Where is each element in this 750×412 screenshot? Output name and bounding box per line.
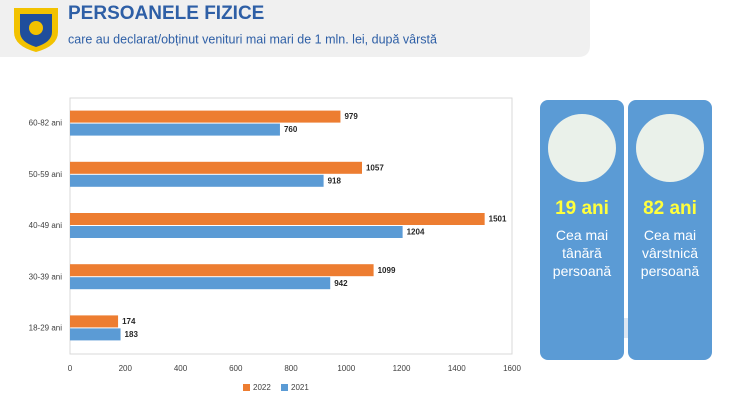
panel-value: 19 ani <box>555 198 609 219</box>
value-label: 1099 <box>378 266 396 275</box>
x-tick-label: 800 <box>284 364 298 373</box>
title: PERSOANELE FIZICE <box>68 3 264 24</box>
x-tick-label: 1400 <box>448 364 466 373</box>
bar <box>70 328 121 341</box>
y-tick-label: 18-29 ani <box>29 324 63 333</box>
panel-value: 82 ani <box>643 198 697 219</box>
logo <box>14 8 58 52</box>
value-label: 183 <box>125 330 139 339</box>
bar <box>70 264 374 277</box>
value-label: 979 <box>344 112 358 121</box>
bar <box>70 315 119 328</box>
value-label: 174 <box>122 317 136 326</box>
x-tick-label: 200 <box>119 364 133 373</box>
y-tick-label: 60-82 ani <box>29 119 63 128</box>
y-tick-label: 30-39 ani <box>29 272 63 281</box>
legend-swatch <box>281 384 288 391</box>
panel-image <box>636 114 704 182</box>
x-tick-label: 0 <box>68 364 73 373</box>
value-label: 918 <box>328 176 342 185</box>
value-label: 1057 <box>366 163 384 172</box>
panel: 82 ani Cea mai vârstnică persoană <box>628 100 712 360</box>
y-tick-label: 40-49 ani <box>29 221 63 230</box>
x-tick-label: 1000 <box>337 364 355 373</box>
bar <box>70 123 280 136</box>
x-tick-label: 1600 <box>503 364 521 373</box>
value-label: 1204 <box>407 228 425 237</box>
bar <box>70 213 485 225</box>
y-tick-label: 50-59 ani <box>29 170 63 179</box>
legend-swatch <box>243 384 250 391</box>
x-tick-label: 400 <box>174 364 188 373</box>
value-label: 1501 <box>489 215 507 224</box>
panel-image <box>548 114 616 182</box>
x-tick-label: 1200 <box>393 364 411 373</box>
bar <box>70 174 324 187</box>
panel-caption: Cea mai vârstnică persoană <box>640 227 700 279</box>
bar <box>70 161 362 174</box>
panel: 19 ani Cea mai tânără persoană <box>540 100 624 360</box>
header-band <box>0 0 590 57</box>
legend-label: 2021 <box>291 383 309 392</box>
x-tick-label: 600 <box>229 364 243 373</box>
bar <box>70 110 341 123</box>
value-label: 942 <box>334 279 348 288</box>
bar <box>70 226 403 238</box>
legend-label: 2022 <box>253 383 271 392</box>
bar <box>70 277 331 290</box>
subtitle: care au declarat/obținut venituri mai ma… <box>68 32 437 46</box>
panel-caption: Cea mai tânără persoană <box>552 227 612 279</box>
value-label: 760 <box>284 125 298 134</box>
